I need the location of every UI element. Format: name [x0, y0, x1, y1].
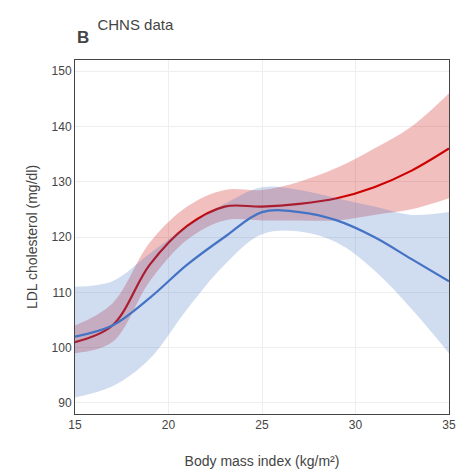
svg-text:LDL cholesterol (mg/dl): LDL cholesterol (mg/dl) [24, 165, 40, 309]
svg-text:140: 140 [52, 120, 72, 134]
svg-text:150: 150 [52, 64, 72, 78]
svg-text:20: 20 [162, 418, 176, 432]
svg-text:130: 130 [52, 175, 72, 189]
svg-text:B: B [77, 28, 89, 47]
svg-text:90: 90 [58, 396, 72, 410]
svg-text:35: 35 [442, 418, 456, 432]
svg-text:Body mass index (kg/m²): Body mass index (kg/m²) [185, 453, 340, 469]
svg-text:25: 25 [255, 418, 269, 432]
svg-text:120: 120 [52, 230, 72, 244]
svg-text:30: 30 [349, 418, 363, 432]
svg-text:CHNS data: CHNS data [97, 16, 174, 33]
svg-text:15: 15 [68, 418, 82, 432]
svg-text:110: 110 [52, 286, 71, 300]
svg-text:100: 100 [52, 341, 72, 355]
